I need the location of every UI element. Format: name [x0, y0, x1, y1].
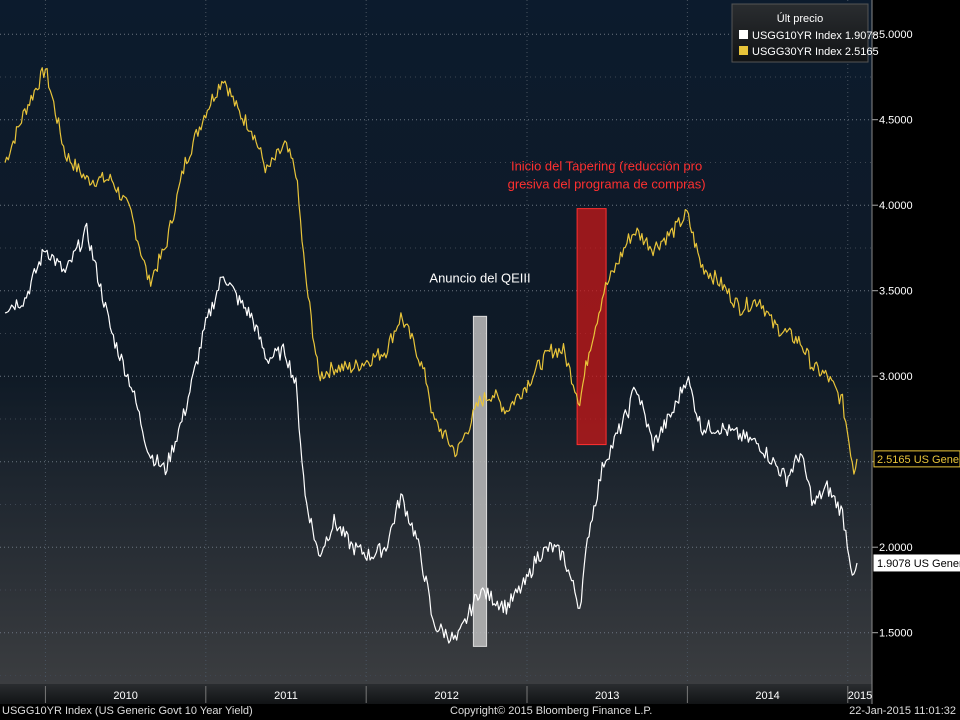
footer-right: 22-Jan-2015 11:01:32 [849, 705, 956, 717]
x-axis-background [0, 684, 872, 704]
x-tick-label: 2014 [755, 690, 779, 702]
y-tick-label: 1.5000 [879, 628, 913, 640]
last-value-label: 1.9078 US Generi [877, 558, 960, 570]
legend-swatch-30yr [739, 46, 748, 55]
legend-entry-30yr: USGG30YR Index 2.5165 [752, 46, 879, 58]
legend-title: Últ precio [777, 12, 823, 25]
last-value-box [873, 450, 960, 468]
last-value-label: 2.5165 US Generi [877, 454, 960, 466]
y-axis: 5.00004.50004.00003.50003.00002.50002.00… [871, 0, 913, 704]
y-tick-label: 3.0000 [879, 371, 913, 383]
legend-entry-10yr: USGG10YR Index 1.9078 [752, 30, 879, 42]
series-line-30yr [4, 67, 858, 475]
x-tick-label: 2015 [848, 690, 872, 702]
annotation-texts: Anuncio del QEIII Inicio del Tapering (re… [429, 159, 705, 286]
legend-box [731, 3, 869, 63]
y-tick-label: 5.0000 [879, 29, 913, 41]
y-tick-label: 2.0000 [879, 542, 913, 554]
series-layer [4, 67, 858, 644]
annotation-boxes [472, 208, 607, 647]
y-tick-label: 4.0000 [879, 200, 913, 212]
plot-background [0, 0, 872, 684]
annotation-text: gresiva del programa de compras) [508, 177, 706, 192]
y-tick-label: 3.5000 [879, 286, 913, 298]
gridlines [0, 33, 872, 676]
annotation-text: Inicio del Tapering (reducción pro [511, 159, 702, 174]
y-tick-label: 4.5000 [879, 115, 913, 127]
series-line-10yr [4, 222, 858, 644]
last-value-labels: 2.5165 US Generi 1.9078 US Generi [873, 450, 960, 572]
footer-bar: USGG10YR Index (US Generic Govt 10 Year … [0, 704, 960, 720]
x-tick-label: 2011 [274, 690, 298, 702]
footer-left: USGG10YR Index (US Generic Govt 10 Year … [2, 705, 253, 717]
x-tick-label: 2013 [595, 690, 619, 702]
x-tick-label: 2010 [113, 690, 137, 702]
x-axis: 2010 2011 2012 2013 2014 2015 [44, 686, 872, 703]
last-value-box [873, 554, 960, 572]
x-tick-label: 2012 [434, 690, 458, 702]
annotation-box-tapering [576, 208, 607, 446]
legend-swatch-10yr [739, 30, 748, 39]
legend: Últ precio USGG10YR Index 1.9078 USGG30Y… [731, 3, 879, 63]
footer-center: Copyright© 2015 Bloomberg Finance L.P. [450, 705, 653, 717]
y-axis-background [872, 0, 960, 704]
annotation-text: Anuncio del QEIII [429, 270, 530, 285]
